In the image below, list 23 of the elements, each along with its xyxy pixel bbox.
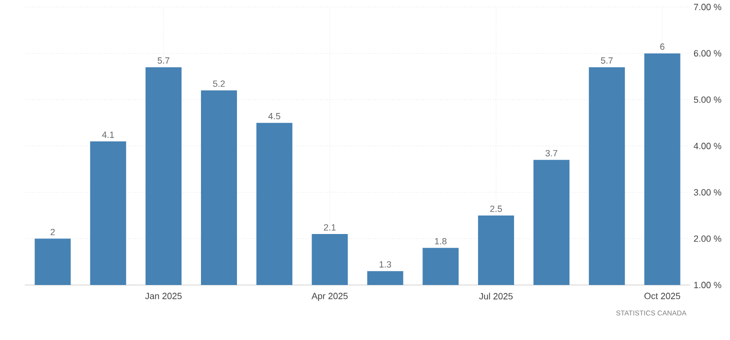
y-tick-label: 4.00 %	[694, 142, 722, 150]
data-label: 4.1	[102, 132, 114, 138]
x-tick-label: Oct 2025	[644, 292, 680, 300]
x-tick-label: Jul 2025	[479, 292, 513, 300]
data-label: 1.8	[435, 238, 446, 244]
data-label: 5.7	[158, 57, 170, 64]
x-tick-label: Jan 2025	[145, 292, 182, 300]
data-label: 5.7	[600, 57, 613, 64]
y-tick-label: 6.00 %	[694, 50, 722, 57]
data-label: 2	[50, 228, 55, 236]
y-tick-label: 2.00 %	[694, 235, 722, 242]
data-label: 3.7	[546, 150, 558, 156]
data-label: 4.5	[268, 113, 280, 120]
y-tick-label: 5.00 %	[694, 96, 722, 103]
y-tick-label: 1.00 %	[694, 282, 722, 288]
data-label: 6	[660, 43, 664, 50]
data-label: 2.5	[490, 206, 502, 212]
data-label: 1.3	[380, 261, 392, 268]
x-tick-label: Apr 2025	[312, 292, 348, 301]
data-label: 2.1	[324, 224, 336, 230]
y-tick-label: 3.00 %	[694, 189, 722, 196]
data-label: 5.2	[213, 80, 225, 87]
y-tick-label: 7.00 %	[694, 4, 722, 10]
